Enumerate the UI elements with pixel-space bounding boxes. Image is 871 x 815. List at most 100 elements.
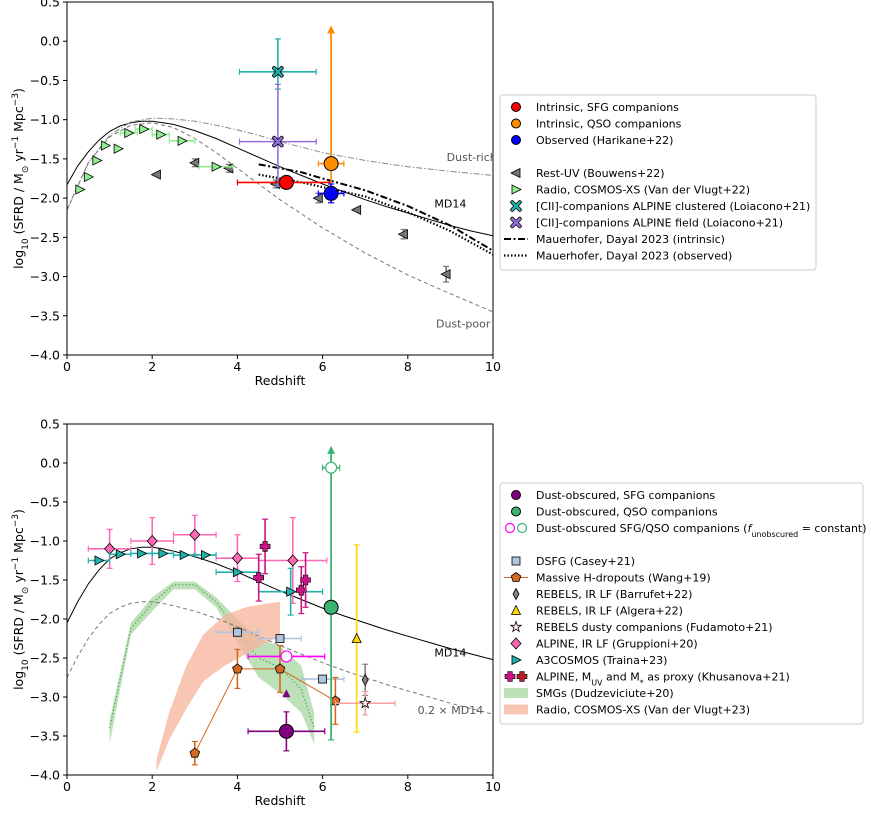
series-dust-obscured-sfg-companions [247, 689, 326, 752]
legend-label-part: Radio, COSMOS-XS (Van der Vlugt+22) [536, 184, 750, 197]
series-rest-uv-bouwens-22- [150, 157, 451, 283]
data-point [361, 673, 369, 687]
legend-label-part: as proxy (Khusanova+21) [644, 671, 790, 684]
x-tick-label: 4 [233, 359, 241, 374]
legend-label-part: SMGs (Dudzeviciute+20) [536, 687, 674, 700]
data-point [189, 747, 201, 758]
data-point [350, 204, 362, 216]
legend-label-part: Dust-obscured, SFG companions [536, 489, 715, 502]
legend-label: Mauerhofer, Dayal 2023 (observed) [536, 250, 732, 263]
y-label-part: log [11, 250, 26, 269]
legend-frame [499, 482, 864, 725]
data-point [325, 461, 338, 474]
band-radio, [156, 601, 280, 772]
legend-marker-inner [511, 201, 521, 211]
data-point [323, 156, 339, 172]
x-tick-label: 10 [485, 359, 501, 374]
y-label-part: 10 [21, 238, 31, 250]
legend-item: Mauerhofer, Dayal 2023 (observed) [504, 250, 732, 263]
annotation-label: Dust-rich [447, 151, 497, 164]
curve-dust-rich [67, 117, 493, 211]
x-tick-label: 2 [148, 359, 156, 374]
legend-item: Radio, COSMOS-XS (Van der Vlugt+23) [504, 704, 750, 717]
data-point [351, 632, 362, 643]
x-tick-label: 0 [63, 359, 71, 374]
y-label-part: −3 [11, 514, 21, 527]
legend-item: Dust-obscured, QSO companions [511, 506, 718, 519]
data-point [232, 663, 243, 674]
data-point [358, 696, 372, 709]
data-point [286, 586, 297, 597]
data-point [75, 184, 86, 195]
legend-item: DSFG (Casey+21) [511, 555, 635, 568]
data-point [278, 723, 294, 739]
series-line [194, 668, 336, 754]
legend-marker-inner [511, 217, 521, 228]
series-observed-harikane-22- [317, 183, 345, 204]
y-tick-label: −3.5 [30, 729, 60, 744]
annotation-label: Dust-poor [436, 318, 491, 331]
legend-item: SMGs (Dudzeviciute+20) [504, 687, 674, 700]
legend-label-part: ALPINE, M [536, 671, 591, 684]
data-point [211, 161, 222, 172]
y-label-part: ⊙ [21, 166, 31, 174]
data-point [232, 567, 244, 578]
series-intrinsic-qso-companions [317, 25, 345, 193]
legend-label-part: REBELS dusty companions (Fudamoto+21) [536, 621, 773, 634]
x-axis-label: Redshift [255, 793, 306, 808]
y-label-part: yr [11, 569, 26, 586]
data-point [440, 269, 451, 280]
data-point [323, 185, 339, 201]
y-label-part: ) [11, 509, 26, 514]
y-label-part: Mpc [11, 106, 26, 136]
y-tick-label: −4.0 [30, 348, 60, 363]
legend-item: Rest-UV (Bouwens+22) [510, 167, 665, 180]
y-label-part: yr [11, 148, 26, 165]
legend-label-part: Mauerhofer, Dayal 2023 (intrinsic) [536, 233, 725, 246]
legend-marker [511, 135, 521, 145]
legend-item: Radio, COSMOS-XS (Van der Vlugt+22) [511, 184, 750, 197]
legend-label: DSFG (Casey+21) [536, 555, 635, 568]
legend-marker [512, 587, 520, 601]
y-label-part: Mpc [11, 527, 26, 557]
legend-label: REBELS, IR LF (Algera+22) [536, 605, 683, 618]
data-point [323, 599, 339, 615]
data-point [115, 549, 127, 560]
data-point [150, 169, 161, 180]
legend-label: A3COSMOS (Traina+23) [536, 654, 667, 667]
legend-label: [CII]-companions ALPINE clustered (Loiac… [536, 200, 810, 213]
data-point [156, 129, 167, 140]
legend-label: Dust-obscured, QSO companions [536, 506, 718, 519]
band-smgs [109, 581, 315, 744]
legend-marker [511, 184, 522, 195]
legend-marker [509, 620, 523, 633]
legend-label-part: ALPINE, IR LF (Gruppioni+20) [536, 638, 698, 651]
y-tick-label: −3.0 [30, 269, 60, 284]
data-point-inner [272, 66, 283, 77]
series-alpine-muv-and-m-as-proxy-khusanova-21- [253, 518, 311, 615]
data-point [278, 174, 294, 190]
legend-item: Massive H-dropouts (Wang+19) [504, 572, 711, 585]
y-tick-label: 0.5 [40, 0, 60, 10]
legend-label: ALPINE, IR LF (Gruppioni+20) [536, 638, 698, 651]
legend-label: Radio, COSMOS-XS (Van der Vlugt+23) [536, 704, 750, 717]
legend-label: Intrinsic, QSO companions [536, 118, 682, 131]
legend-label-part: Intrinsic, QSO companions [536, 118, 682, 131]
x-tick-label: 6 [319, 359, 327, 374]
series-dust-obscured-qso-companions [323, 445, 339, 741]
data-point [146, 534, 158, 548]
legend-label-part: Observed (Harikane+22) [536, 134, 673, 147]
y-label-part: ⊙ [21, 587, 31, 595]
legend-label: Rest-UV (Bouwens+22) [536, 167, 665, 180]
curve-dust-poor [67, 122, 493, 313]
legend-item: REBELS dusty companions (Fudamoto+21) [509, 620, 773, 634]
legend-label-part: f [747, 522, 753, 535]
legend-item: Observed (Harikane+22) [511, 134, 673, 147]
y-axis-label: log10 (SFRD / M⊙ yr−1 Mpc−3) [11, 509, 31, 690]
legend-item: ALPINE, IR LF (Gruppioni+20) [510, 637, 698, 651]
data-point-inner [272, 136, 283, 147]
legend-label-part: UV [591, 678, 603, 687]
curve-mauerhofer-dayal-2023-observed- [258, 173, 493, 256]
